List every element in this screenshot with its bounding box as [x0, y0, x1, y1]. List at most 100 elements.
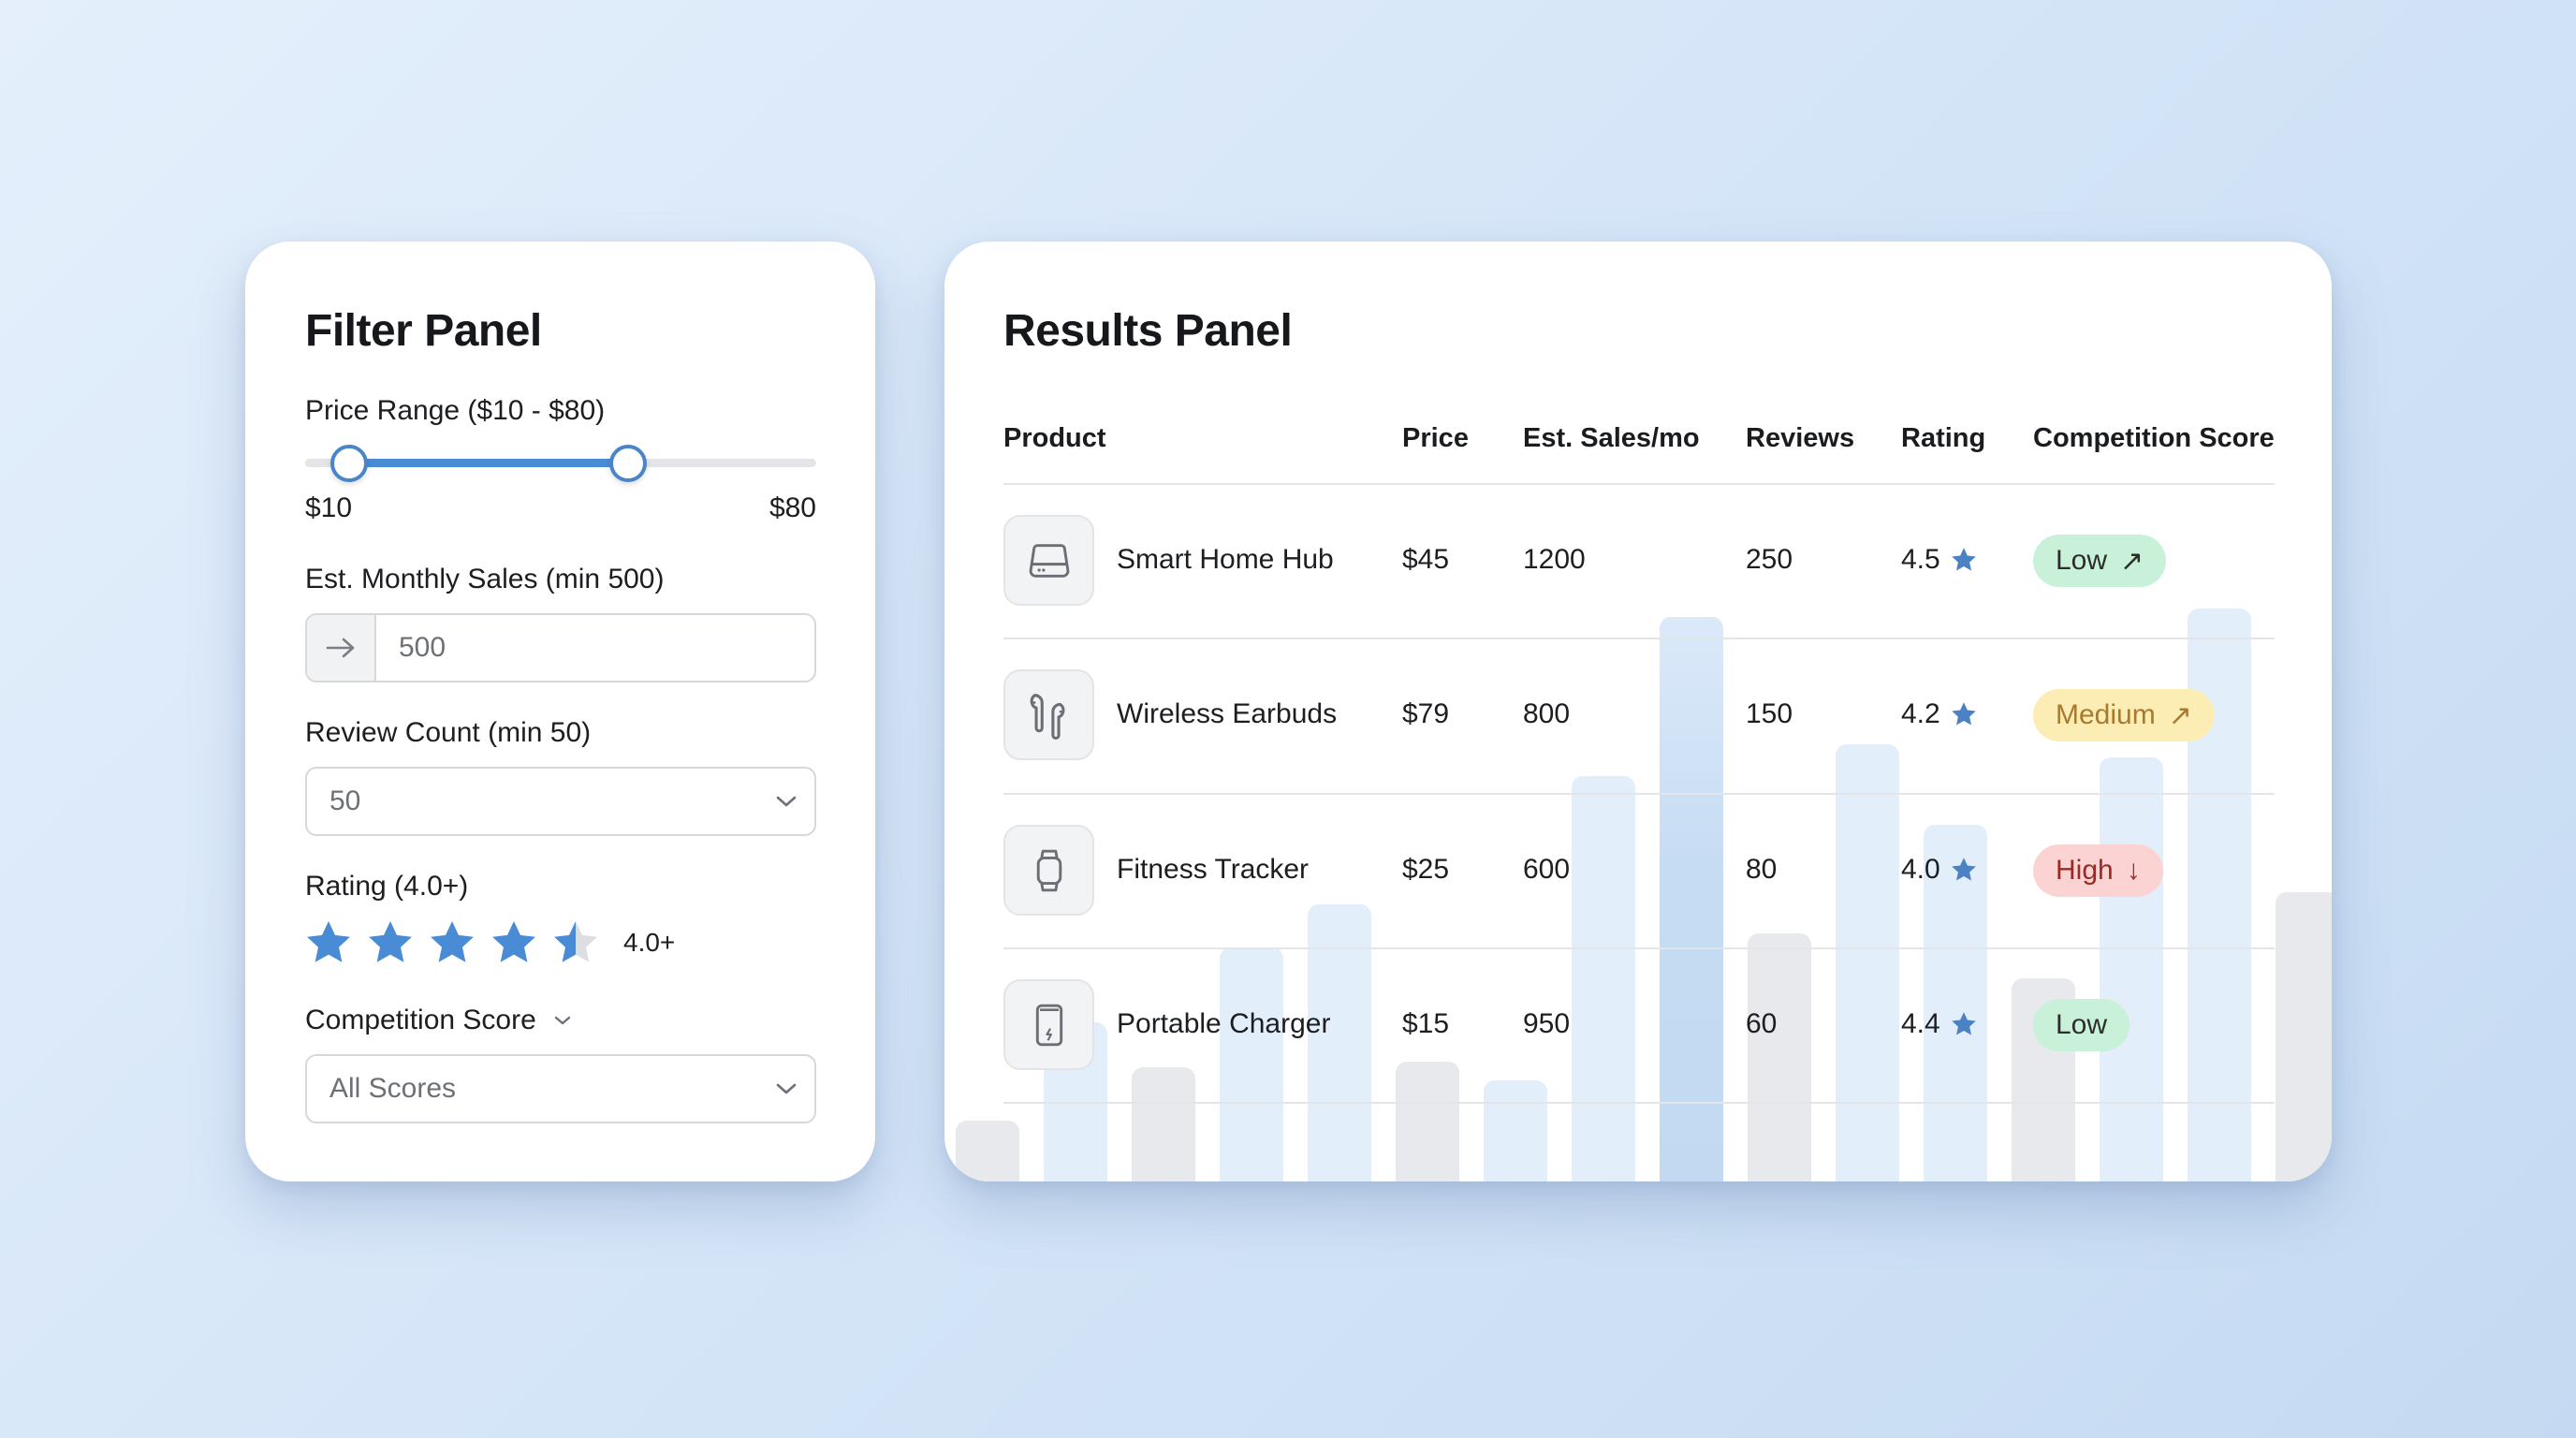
rating-value: 4.0+	[623, 928, 676, 957]
background-bar	[1836, 744, 1899, 1181]
competition-score-label: Competition Score	[305, 1005, 536, 1035]
product-sales: 600	[1523, 854, 1571, 885]
background-bar	[1572, 776, 1635, 1181]
monthly-sales-value: 500	[399, 632, 446, 663]
product-name[interactable]: Portable Charger	[1117, 1008, 1331, 1039]
monthly-sales-label: Est. Monthly Sales (min 500)	[305, 564, 665, 594]
arrow-up-right-icon: ↗	[2168, 699, 2192, 731]
chevron-down-icon	[758, 1082, 814, 1095]
background-bar-chart	[944, 609, 2332, 1181]
product-rating: 4.4	[1901, 1008, 1978, 1040]
background-bar	[1660, 617, 1723, 1181]
row-divider	[1003, 793, 2275, 795]
star-icon[interactable]	[427, 917, 477, 968]
background-bar	[1396, 1062, 1459, 1181]
product-sales: 800	[1523, 698, 1571, 729]
background-bar	[2276, 892, 2332, 1181]
column-header-product[interactable]: Product	[1003, 423, 1106, 453]
background-bar	[956, 1121, 1019, 1181]
star-icon[interactable]	[303, 917, 354, 968]
star-icon	[1951, 702, 1976, 726]
filter-panel: Filter Panel Price Range ($10 - $80) $10…	[245, 242, 875, 1181]
price-max-value: $80	[768, 492, 816, 523]
price-min-value: $10	[305, 492, 353, 523]
product-price: $45	[1402, 544, 1450, 575]
product-sales: 950	[1523, 1008, 1571, 1039]
background-bar	[1132, 1067, 1195, 1181]
star-icon	[1951, 548, 1976, 571]
arrow-down-icon: ↓	[2126, 855, 2141, 886]
column-header-price[interactable]: Price	[1402, 423, 1469, 453]
product-price: $25	[1402, 854, 1450, 885]
column-header-sales[interactable]: Est. Sales/mo	[1523, 423, 1700, 453]
product-reviews: 150	[1746, 698, 1793, 729]
arrow-up-right-icon: ↗	[2120, 545, 2144, 577]
results-panel-title: Results Panel	[1003, 306, 1293, 356]
competition-level: Low	[2056, 545, 2108, 576]
hub-icon	[1003, 515, 1094, 606]
filter-panel-title: Filter Panel	[305, 306, 542, 356]
product-rating: 4.5	[1901, 544, 1978, 576]
product-sales: 1200	[1523, 544, 1586, 575]
column-header-reviews[interactable]: Reviews	[1746, 423, 1855, 453]
rating-value: 4.0	[1901, 854, 1940, 885]
background-bar	[1484, 1080, 1547, 1181]
header-divider	[1003, 483, 2275, 485]
column-header-competition[interactable]: Competition Score	[2033, 423, 2275, 453]
star-icon[interactable]	[489, 917, 539, 968]
row-divider	[1003, 947, 2275, 949]
product-name[interactable]: Wireless Earbuds	[1117, 698, 1338, 729]
background-bar	[1924, 825, 1987, 1181]
competition-badge: High ↓	[2033, 844, 2163, 897]
results-panel: Results Panel Product Price Est. Sales/m…	[944, 242, 2332, 1181]
arrow-right-icon	[307, 615, 376, 681]
competition-score-value: All Scores	[329, 1073, 457, 1104]
chevron-down-icon	[554, 1016, 570, 1025]
background-bar	[2100, 757, 2163, 1181]
star-icon	[1951, 858, 1976, 881]
product-price: $15	[1402, 1008, 1450, 1039]
product-rating: 4.0	[1901, 854, 1978, 886]
competition-level: Medium	[2056, 699, 2156, 730]
competition-level: Low	[2056, 1009, 2108, 1040]
power-bank-icon	[1003, 979, 1094, 1070]
rating-stars[interactable]: 4.0+	[303, 917, 675, 968]
product-reviews: 60	[1746, 1008, 1778, 1039]
price-max-thumb[interactable]	[609, 445, 647, 482]
product-price: $79	[1402, 698, 1450, 729]
row-divider	[1003, 638, 2275, 639]
monthly-sales-input[interactable]: 500	[305, 613, 816, 682]
rating-value: 4.4	[1901, 1008, 1940, 1039]
price-range-label: Price Range ($10 - $80)	[305, 395, 606, 426]
competition-badge: Low	[2033, 999, 2130, 1051]
review-count-label: Review Count (min 50)	[305, 717, 592, 748]
product-name[interactable]: Smart Home Hub	[1117, 544, 1334, 575]
review-count-value: 50	[329, 785, 361, 816]
column-header-rating[interactable]: Rating	[1901, 423, 1986, 453]
rating-label: Rating (4.0+)	[305, 871, 469, 902]
background-bar	[1748, 933, 1811, 1181]
rating-value: 4.2	[1901, 698, 1940, 729]
product-name[interactable]: Fitness Tracker	[1117, 854, 1310, 885]
star-icon[interactable]	[365, 917, 416, 968]
competition-score-select[interactable]: All Scores	[305, 1054, 816, 1123]
watch-icon	[1003, 825, 1094, 916]
earbuds-icon	[1003, 669, 1094, 760]
price-min-thumb[interactable]	[330, 445, 368, 482]
chevron-down-icon	[758, 795, 814, 808]
product-reviews: 250	[1746, 544, 1793, 575]
half-star-icon[interactable]	[550, 917, 601, 968]
competition-score-toggle[interactable]: Competition Score	[305, 1005, 572, 1036]
product-rating: 4.2	[1901, 698, 1978, 730]
product-reviews: 80	[1746, 854, 1778, 885]
price-range-slider-fill	[344, 459, 623, 467]
competition-level: High	[2056, 855, 2114, 886]
rating-value: 4.5	[1901, 544, 1940, 575]
background-bar	[1308, 904, 1371, 1181]
competition-badge: Medium ↗	[2033, 689, 2215, 741]
competition-badge: Low ↗	[2033, 535, 2167, 587]
review-count-select[interactable]: 50	[305, 767, 816, 836]
row-divider	[1003, 1102, 2275, 1104]
star-icon	[1951, 1012, 1976, 1035]
background-bar	[1220, 947, 1283, 1181]
